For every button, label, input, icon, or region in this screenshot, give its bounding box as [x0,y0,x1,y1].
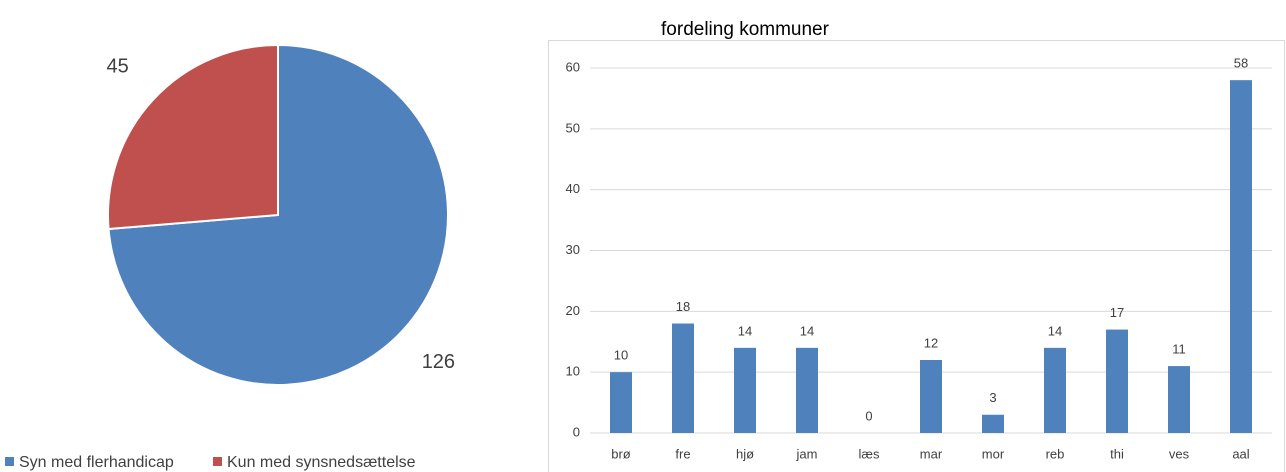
bar [1106,329,1128,433]
legend-label: Syn med flerhandicap [19,454,174,471]
data-label: 11 [1172,342,1186,357]
data-label: 14 [1048,323,1062,338]
x-tick-label: hjø [736,446,754,461]
data-label: 45 [106,56,128,78]
data-label: 14 [800,323,814,338]
x-tick-label: ves [1169,446,1190,461]
y-tick-label: 40 [566,181,580,196]
y-tick-label: 60 [566,59,580,74]
data-label: 58 [1234,56,1248,71]
data-label: 12 [924,335,938,350]
bar [1230,80,1252,434]
bar [1168,366,1190,433]
legend-label: Kun med synsnedsættelse [227,454,416,471]
y-tick-label: 50 [566,120,580,135]
x-tick-label: thi [1110,446,1124,461]
legend-swatch [213,457,222,466]
y-tick-label: 30 [566,242,580,257]
x-tick-label: mar [920,446,943,461]
data-label: 18 [676,299,690,314]
data-label: 0 [865,408,872,423]
pie-slice [107,43,279,231]
bar [920,360,942,433]
x-tick-label: jam [796,446,818,461]
data-label: 14 [738,323,752,338]
legend-swatch [5,457,14,466]
x-tick-label: reb [1046,446,1065,461]
data-label: 126 [422,351,455,373]
x-tick-label: læs [859,446,880,461]
data-label: 17 [1110,305,1124,320]
plot-frame [548,40,1285,472]
bar [796,347,818,433]
bar [734,347,756,433]
y-tick-label: 10 [566,364,580,379]
x-tick-label: fre [675,446,690,461]
data-label: 3 [989,390,996,405]
chart-title: fordeling kommuner [661,19,830,40]
bar [1044,347,1066,433]
x-tick-label: aal [1232,446,1249,461]
x-tick-label: brø [611,446,631,461]
x-tick-label: mor [982,446,1005,461]
bar [672,323,694,433]
y-tick-label: 0 [573,424,580,439]
y-tick-label: 20 [566,303,580,318]
bar [610,372,632,433]
data-label: 10 [614,348,628,363]
bar [982,414,1004,433]
